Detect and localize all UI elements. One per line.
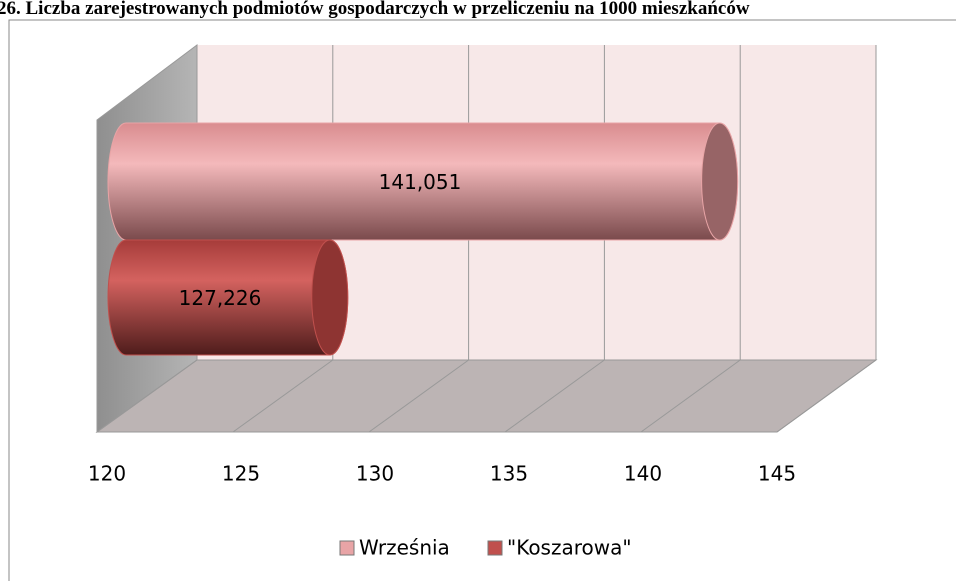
bar [107,239,349,356]
cylinder-cap [701,122,739,241]
x-tick-label: 125 [222,462,260,486]
cylinder-cap [311,239,349,356]
x-tick-label: 135 [490,462,528,486]
legend-label: Września [359,536,450,560]
legend-swatch [487,540,503,556]
plot: 141,051 127,226 [96,45,877,433]
chart-title: 26. Liczba zarejestrowanych podmiotów go… [0,0,750,19]
x-tick-label: 145 [758,462,796,486]
x-tick-label: 120 [88,462,126,486]
legend-swatch [339,540,355,556]
legend: Września "Koszarowa" [339,536,632,560]
x-tick-label: 140 [624,462,662,486]
x-tick-label: 130 [356,462,394,486]
floor-grid-line [368,359,469,433]
legend-label: "Koszarowa" [507,536,632,560]
floor-grid-line [96,359,198,433]
bar [107,122,739,241]
floor-grid-line [776,359,877,433]
floor-grid-line [640,359,741,433]
data-label: 127,226 [179,286,262,310]
floor-grid-line [504,359,605,433]
chart-frame [8,19,956,581]
data-label: 141,051 [379,170,462,194]
floor [95,359,878,433]
floor-grid-line [232,359,334,433]
